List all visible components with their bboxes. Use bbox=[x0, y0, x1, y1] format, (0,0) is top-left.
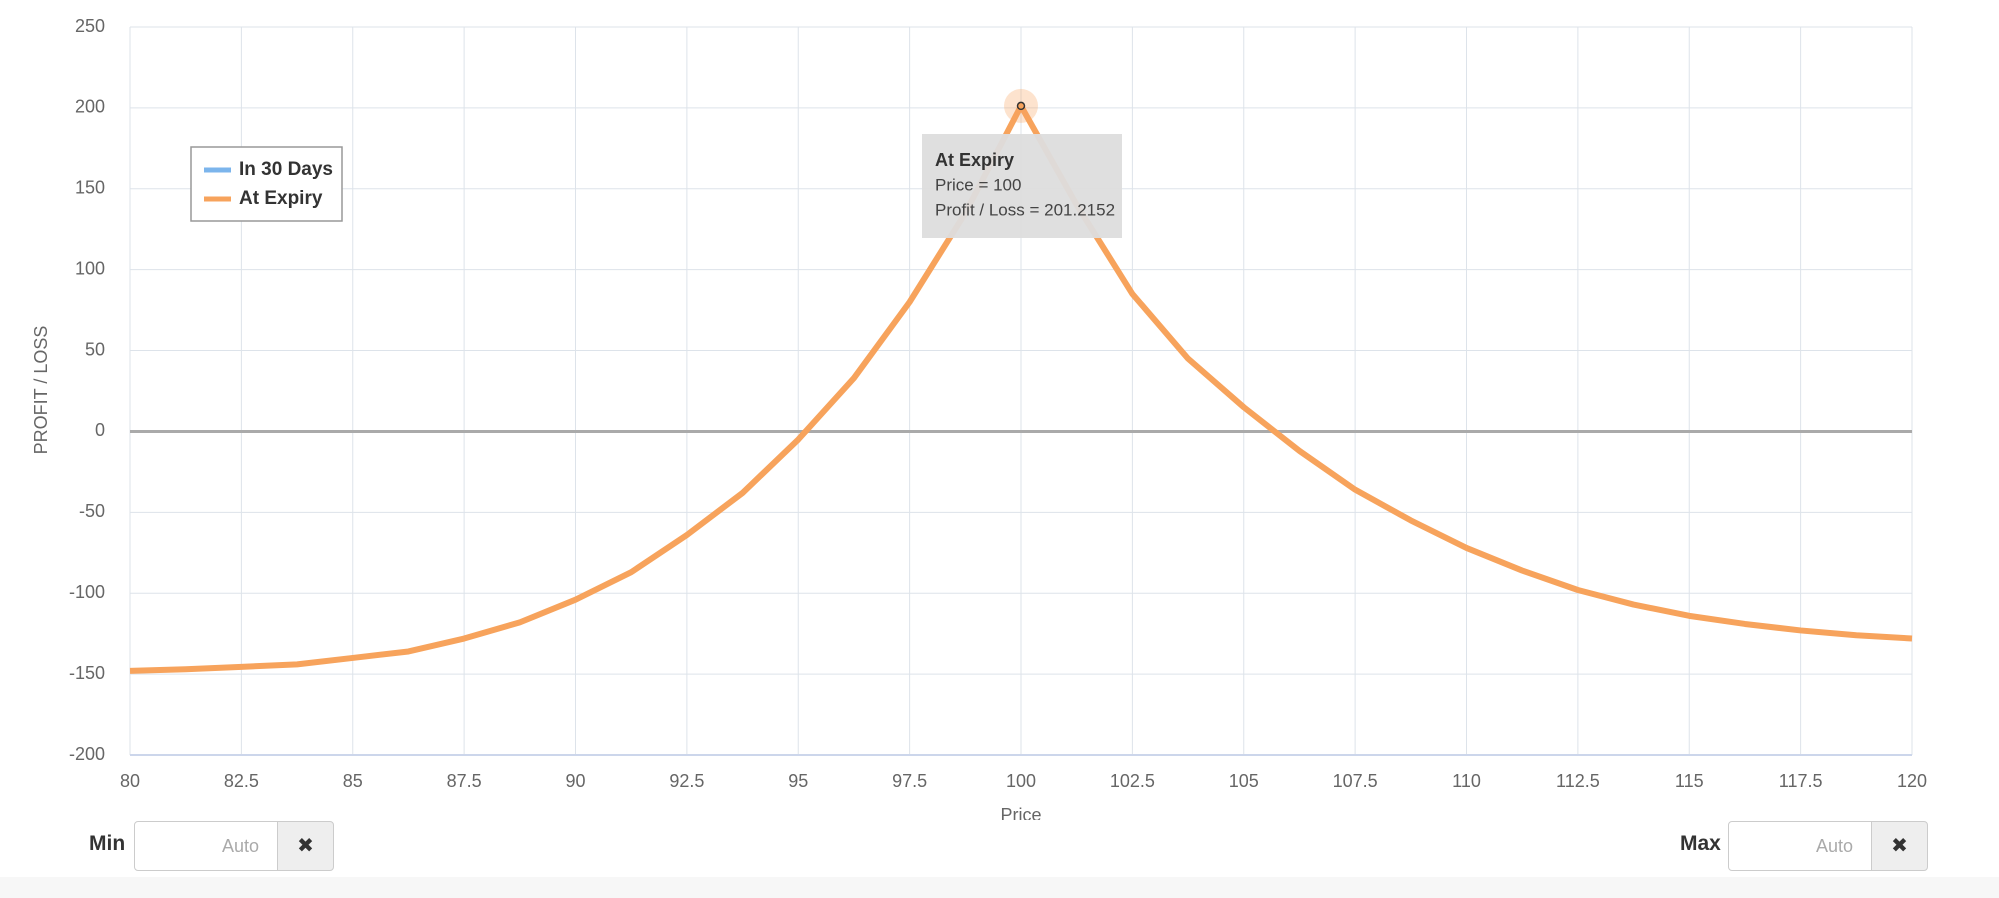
legend: In 30 Days At Expiry bbox=[190, 146, 343, 222]
x-tick-label: 105 bbox=[1229, 771, 1259, 791]
x-tick-label: 85 bbox=[343, 771, 363, 791]
y-tick-label: -50 bbox=[79, 501, 105, 521]
chart: PROFIT / LOSS Price 80 82.5 85 87.5 90 92.5 95… bbox=[31, 16, 1927, 820]
legend-box bbox=[190, 146, 343, 222]
tooltip: At Expiry Price = 100 Profit / Loss = 201.… bbox=[922, 134, 1122, 238]
x-tick-label: 90 bbox=[565, 771, 585, 791]
min-input[interactable]: Auto bbox=[134, 821, 278, 871]
x-tick-label: 82.5 bbox=[224, 771, 259, 791]
y-tick-label: -200 bbox=[69, 744, 105, 764]
x-tick-label: 107.5 bbox=[1333, 771, 1378, 791]
max-clear-button[interactable]: ✖ bbox=[1871, 821, 1928, 871]
x-tick-label: 80 bbox=[120, 771, 140, 791]
x-tick-label: 102.5 bbox=[1110, 771, 1155, 791]
y-tick-label: 100 bbox=[75, 258, 105, 278]
y-tick-label: 150 bbox=[75, 178, 105, 198]
tooltip-box bbox=[922, 134, 1122, 238]
y-tick-label: 250 bbox=[75, 16, 105, 36]
x-tick-label: 100 bbox=[1006, 771, 1036, 791]
x-tick-label: 117.5 bbox=[1779, 771, 1823, 791]
x-tick-label: 92.5 bbox=[669, 771, 704, 791]
x-tick-label: 87.5 bbox=[447, 771, 482, 791]
legend-label: At Expiry bbox=[239, 188, 323, 209]
y-tick-label: 200 bbox=[75, 97, 105, 117]
max-input[interactable]: Auto bbox=[1728, 821, 1872, 871]
x-tick-label: 115 bbox=[1675, 771, 1704, 791]
tooltip-line: Profit / Loss = 201.2152 bbox=[935, 200, 1115, 219]
x-tick-label: 95 bbox=[788, 771, 808, 791]
tooltip-title: At Expiry bbox=[935, 150, 1014, 170]
y-tick-label: 50 bbox=[85, 339, 105, 359]
y-tick-label: 0 bbox=[95, 420, 105, 440]
x-tick-label: 120 bbox=[1897, 771, 1927, 791]
max-label: Max bbox=[1680, 832, 1721, 855]
footer-bar bbox=[0, 877, 1999, 898]
min-label: Min bbox=[89, 832, 126, 855]
x-tick-label: 97.5 bbox=[892, 771, 927, 791]
y-axis-title: PROFIT / LOSS bbox=[31, 326, 51, 455]
x-tick-label: 110 bbox=[1452, 771, 1481, 791]
x-tick-label: 112.5 bbox=[1556, 771, 1600, 791]
min-clear-button[interactable]: ✖ bbox=[277, 821, 334, 871]
y-tick-label: -100 bbox=[69, 582, 105, 602]
hover-point bbox=[1016, 101, 1026, 111]
x-axis-title: Price bbox=[1000, 805, 1041, 820]
legend-label: In 30 Days bbox=[239, 159, 333, 180]
y-tick-label: -150 bbox=[69, 663, 105, 683]
tooltip-line: Price = 100 bbox=[935, 175, 1021, 194]
